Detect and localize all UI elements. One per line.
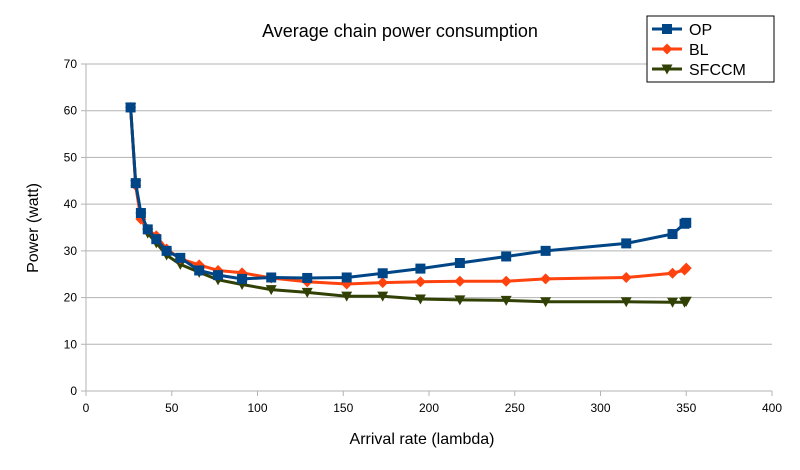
data-point-op xyxy=(341,272,352,283)
data-point-op xyxy=(175,252,186,263)
data-point-bl xyxy=(680,262,692,274)
x-tick-label: 150 xyxy=(333,401,353,415)
legend-item-bl: BL xyxy=(652,42,709,59)
x-tick-label: 250 xyxy=(505,401,525,415)
data-point-op xyxy=(142,224,153,235)
x-tick-label: 300 xyxy=(590,401,610,415)
data-point-op xyxy=(454,258,465,269)
axes: 0 10 20 30 40 50 60 70 0 50 100 150 200 250 300 350 400 xyxy=(64,57,783,415)
chart-title: Average chain power consumption xyxy=(262,21,538,41)
data-point-sfccm xyxy=(377,291,389,302)
y-tick-label: 20 xyxy=(64,291,78,305)
data-point-op xyxy=(237,273,248,284)
x-tick-label: 200 xyxy=(419,401,439,415)
y-tick-label: 50 xyxy=(64,150,78,164)
data-point-op xyxy=(540,245,551,256)
data-point-sfccm xyxy=(341,291,353,302)
data-point-op xyxy=(302,272,313,283)
data-point-op xyxy=(667,229,678,240)
legend-marker-op xyxy=(662,24,672,34)
series-op xyxy=(125,102,692,284)
data-point-op xyxy=(125,102,136,113)
legend-marker-sfccm xyxy=(661,64,673,75)
data-point-op xyxy=(681,217,692,228)
y-tick-label: 10 xyxy=(64,337,78,351)
data-point-op xyxy=(194,265,205,276)
series-bl xyxy=(125,101,692,290)
legend-label-op: OP xyxy=(689,22,712,39)
legend-label-sfccm: SFCCM xyxy=(689,62,746,79)
data-point-bl xyxy=(377,277,389,289)
x-axis-title: Arrival rate (lambda) xyxy=(350,431,495,448)
y-tick-label: 40 xyxy=(64,197,78,211)
data-point-bl xyxy=(454,275,466,287)
gridlines xyxy=(86,63,772,345)
data-point-op xyxy=(161,245,172,256)
data-point-sfccm xyxy=(680,296,692,307)
data-point-op xyxy=(135,208,146,219)
data-point-op xyxy=(130,178,141,189)
y-tick-label: 30 xyxy=(64,244,78,258)
data-point-sfccm xyxy=(454,295,466,306)
y-axis-title: Power (watt) xyxy=(25,183,42,273)
data-point-bl xyxy=(540,273,552,285)
data-point-bl xyxy=(667,267,679,279)
data-point-sfccm xyxy=(265,285,277,296)
data-point-bl xyxy=(620,271,632,283)
data-point-op xyxy=(501,251,512,262)
data-point-sfccm xyxy=(620,297,632,308)
x-tick-label: 100 xyxy=(247,401,267,415)
y-tick-label: 60 xyxy=(64,104,78,118)
data-point-op xyxy=(213,270,224,281)
legend-item-op: OP xyxy=(652,22,712,39)
series-group xyxy=(125,101,692,308)
data-point-sfccm xyxy=(414,294,426,305)
x-tick-label: 50 xyxy=(165,401,179,415)
x-tick-label: 400 xyxy=(762,401,782,415)
data-point-sfccm xyxy=(667,297,679,308)
data-point-op xyxy=(151,234,162,245)
x-tick-label: 0 xyxy=(83,401,90,415)
legend: OP BL SFCCM xyxy=(646,15,775,83)
series-line-bl xyxy=(129,107,688,286)
data-point-bl xyxy=(414,276,426,288)
legend-item-sfccm: SFCCM xyxy=(652,62,746,79)
legend-marker-bl xyxy=(661,43,673,55)
data-point-op xyxy=(266,272,277,283)
x-tick-label: 350 xyxy=(676,401,696,415)
data-point-op xyxy=(377,268,388,279)
data-point-op xyxy=(415,263,426,274)
data-point-sfccm xyxy=(301,287,313,298)
y-tick-label: 0 xyxy=(70,384,77,398)
data-point-sfccm xyxy=(500,295,512,306)
data-point-op xyxy=(621,238,632,249)
y-tick-label: 70 xyxy=(64,57,78,71)
series-line-op xyxy=(129,107,688,281)
data-point-sfccm xyxy=(540,297,552,308)
data-point-bl xyxy=(500,275,512,287)
legend-label-bl: BL xyxy=(689,42,709,59)
